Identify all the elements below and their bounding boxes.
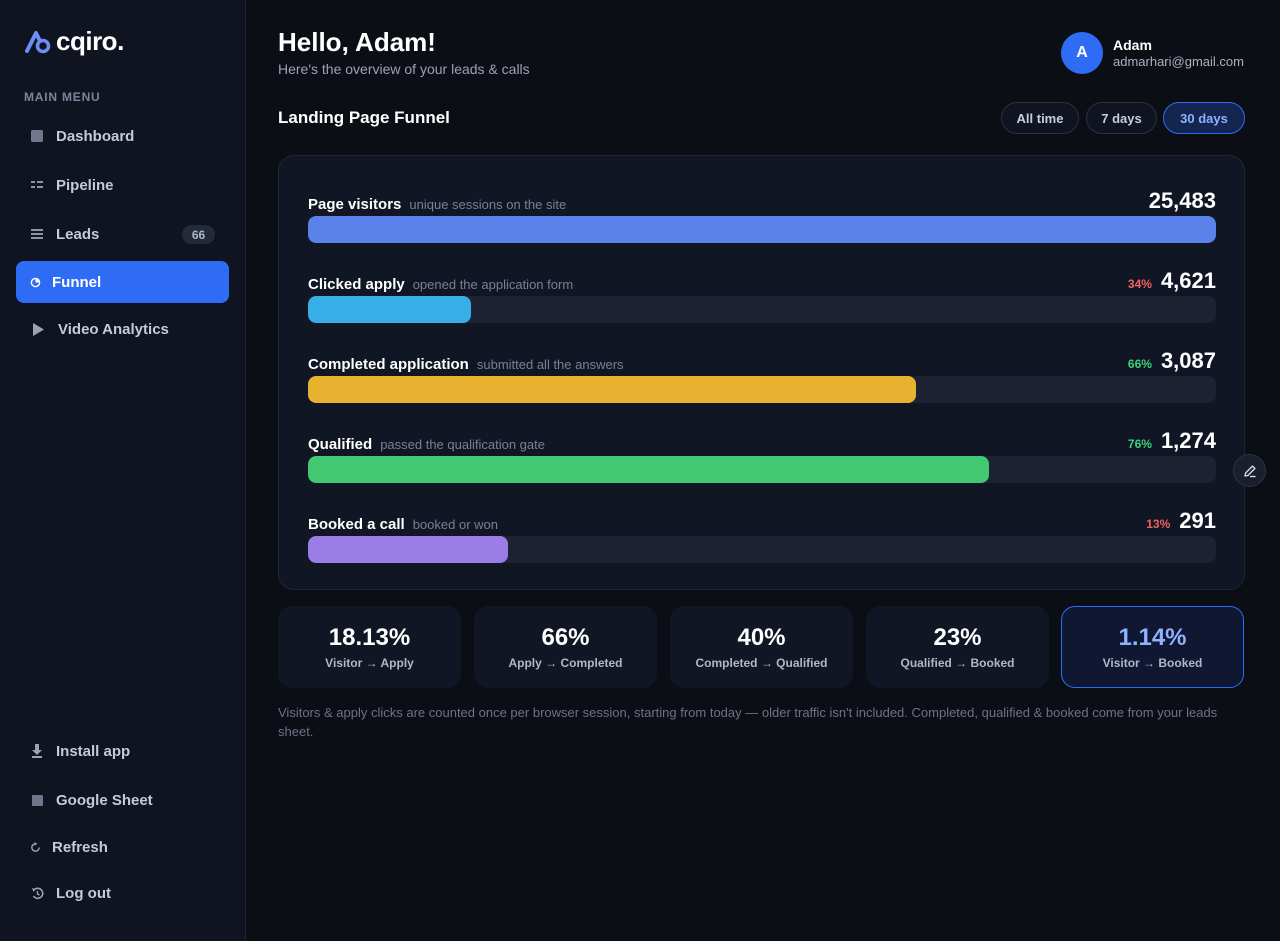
stage-count: 4,621 [1160, 268, 1216, 293]
stat-value: 66% [541, 624, 590, 651]
stage-bar-track [308, 216, 1216, 243]
stage-bar-fill [308, 456, 989, 483]
stat-value: 23% [933, 624, 982, 651]
logo[interactable]: cqiro. [24, 26, 124, 57]
sidebar-item-label: Funnel [52, 273, 102, 291]
sidebar-item-label: Leads [56, 225, 100, 243]
sidebar-item-pipeline[interactable]: Pipeline [16, 164, 229, 206]
sidebar-item-google-sheet[interactable]: Google Sheet [16, 779, 229, 821]
stage-label: Qualified [308, 436, 373, 453]
stage-count: 3,087 [1160, 348, 1216, 373]
stage-bar-fill [308, 296, 472, 323]
funnel-title: Landing Page Funnel [278, 108, 450, 127]
grid-icon [30, 129, 44, 143]
stage-bar-track [308, 376, 1216, 403]
edit-button[interactable] [1233, 454, 1266, 487]
stage-label: Completed application [308, 356, 469, 373]
stage-bar-fill [308, 536, 508, 563]
stat-label: Visitor → Apply [325, 656, 414, 670]
funnel-stage-qualified: Qualified passed the qualification gate 7… [308, 428, 1216, 498]
stat-card-completed-qualified: 40% Completed → Qualified [670, 606, 853, 688]
stat-card-qualified-booked: 23% Qualified → Booked [866, 606, 1049, 688]
stage-description: passed the qualification gate [380, 437, 545, 452]
sidebar-item-install-app[interactable]: Install app [16, 730, 229, 772]
stage-conversion-percent: 13% [1146, 517, 1171, 531]
funnel-stage-booked-a-call: Booked a call booked or won 13% 291 [308, 508, 1216, 578]
stat-card-visitor-booked: 1.14% Visitor → Booked [1061, 606, 1244, 688]
range-30-days-button[interactable]: 30 days [1163, 102, 1245, 134]
sidebar-item-label: Install app [56, 742, 131, 760]
sidebar-item-label: Google Sheet [56, 791, 153, 809]
stage-description: unique sessions on the site [409, 197, 567, 212]
range-all-time-button[interactable]: All time [1001, 102, 1079, 134]
stat-value: 18.13% [328, 624, 411, 651]
stage-label: Booked a call [308, 516, 405, 533]
download-icon [30, 744, 44, 758]
funnel-icon [28, 275, 42, 289]
sidebar: cqiro. MAIN MENU Dashboard Pipeline Lead… [0, 0, 246, 941]
user-name: Adam [1113, 37, 1152, 53]
stage-label: Page visitors [308, 196, 402, 213]
sidebar-item-refresh[interactable]: Refresh [16, 826, 229, 868]
pencil-icon [1243, 464, 1256, 477]
stage-count: 25,483 [1148, 188, 1216, 213]
sidebar-item-dashboard[interactable]: Dashboard [16, 115, 229, 157]
stage-count: 291 [1179, 508, 1216, 533]
range-7-days-button[interactable]: 7 days [1086, 102, 1157, 134]
pipeline-icon [30, 178, 44, 192]
funnel-stage-completed-application: Completed application submitted all the a… [308, 348, 1216, 418]
user-email: admarhari@gmail.com [1113, 54, 1244, 69]
menu-label: MAIN MENU [24, 90, 101, 104]
sidebar-item-label: Video Analytics [58, 320, 169, 338]
stat-value: 40% [737, 624, 786, 651]
sidebar-item-funnel[interactable]: Funnel [16, 261, 229, 303]
stage-label: Clicked apply [308, 276, 405, 293]
stage-conversion-percent: 76% [1127, 437, 1152, 451]
avatar[interactable]: A [1061, 32, 1103, 74]
footnote: Visitors & apply clicks are counted once… [278, 705, 1218, 739]
sidebar-item-video-analytics[interactable]: Video Analytics [16, 308, 229, 350]
logout-icon [30, 886, 44, 900]
funnel-stage-clicked-apply: Clicked apply opened the application form… [308, 268, 1216, 338]
logo-mark-icon [25, 30, 51, 53]
stage-description: booked or won [412, 517, 498, 532]
page-title: Hello, Adam! [278, 27, 436, 57]
stat-card-visitor-apply: 18.13% Visitor → Apply [278, 606, 461, 688]
leads-count-badge: 66 [182, 225, 215, 244]
stage-description: opened the application form [412, 277, 574, 292]
sidebar-item-leads[interactable]: Leads 66 [16, 213, 229, 255]
stat-label: Qualified → Booked [900, 656, 1015, 670]
play-icon [30, 322, 46, 336]
stage-bar-fill [308, 376, 917, 403]
list-icon [30, 227, 44, 241]
sidebar-item-label: Refresh [52, 838, 108, 856]
stat-label: Apply → Completed [508, 656, 623, 670]
sidebar-item-label: Log out [56, 884, 111, 902]
stage-bar-track [308, 296, 1216, 323]
stage-bar-track [308, 456, 1216, 483]
sidebar-item-label: Dashboard [56, 127, 135, 145]
stat-label: Visitor → Booked [1102, 656, 1203, 670]
stage-bar-fill [308, 216, 1216, 243]
refresh-icon [28, 840, 42, 854]
logo-text: cqiro. [56, 26, 124, 56]
sidebar-item-log-out[interactable]: Log out [16, 872, 229, 914]
stage-bar-track [308, 536, 1216, 563]
stat-label: Completed → Qualified [695, 656, 828, 670]
page-subtitle: Here's the overview of your leads & call… [278, 61, 530, 77]
sidebar-item-label: Pipeline [56, 176, 114, 194]
stage-conversion-percent: 66% [1127, 357, 1152, 371]
stage-conversion-percent: 34% [1127, 277, 1152, 291]
sheet-icon [30, 793, 44, 807]
stat-value: 1.14% [1118, 624, 1187, 651]
funnel-card: Page visitors unique sessions on the site… [278, 155, 1245, 590]
stage-description: submitted all the answers [476, 357, 624, 372]
stat-card-apply-completed: 66% Apply → Completed [474, 606, 657, 688]
funnel-stage-page-visitors: Page visitors unique sessions on the site… [308, 188, 1216, 258]
stage-count: 1,274 [1160, 428, 1216, 453]
